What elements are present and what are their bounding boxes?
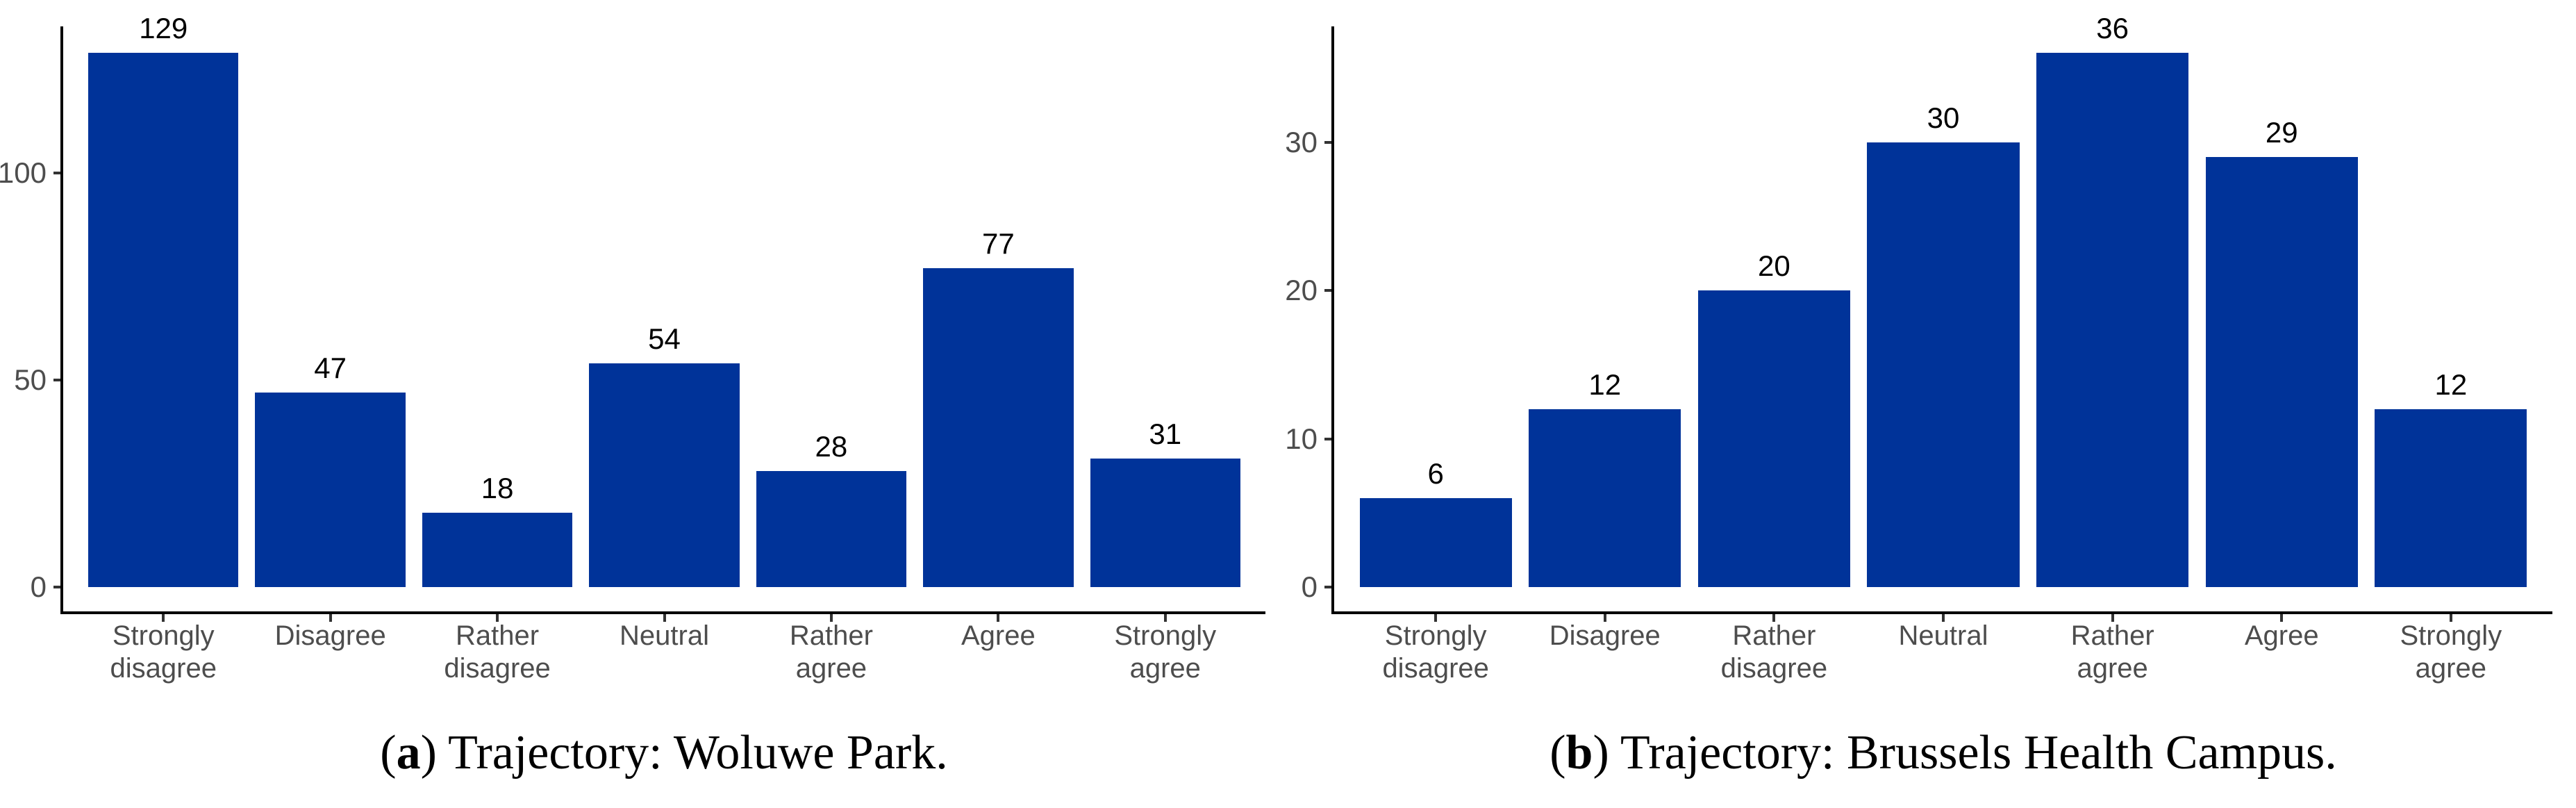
x-tick-label: Rather agree <box>2070 620 2154 684</box>
bar-brussels-health-campus-5 <box>2036 53 2189 587</box>
x-tick-mark <box>329 614 332 622</box>
x-tick-mark <box>1942 614 1945 622</box>
y-tick-label: 0 <box>1301 570 1318 603</box>
caption-a-close-paren: ) <box>420 726 437 780</box>
x-tick-label: Rather disagree <box>444 620 551 684</box>
y-tick-label: 20 <box>1285 274 1318 307</box>
x-tick-label: Neutral <box>1898 620 1988 651</box>
y-tick-label: 30 <box>1285 125 1318 158</box>
x-tick-mark <box>1772 614 1776 622</box>
bar-brussels-health-campus-4 <box>1867 142 2020 587</box>
bar-value-label: 129 <box>139 12 188 45</box>
y-tick-mark <box>1324 437 1331 440</box>
x-tick-label: Neutral <box>620 620 709 651</box>
bar-brussels-health-campus-7 <box>2375 409 2527 587</box>
bar-woluwe-park-7 <box>1090 459 1240 587</box>
x-tick-label: Agree <box>961 620 1036 651</box>
x-axis-line <box>1331 611 2552 614</box>
x-tick-mark <box>1434 614 1438 622</box>
bar-woluwe-park-3 <box>422 512 573 587</box>
x-tick-mark <box>1163 614 1167 622</box>
x-tick-label: Strongly agree <box>2400 620 2502 684</box>
caption-b-text: Trajectory: Brussels Health Campus. <box>1609 726 2337 780</box>
bar-brussels-health-campus-1 <box>1359 497 1512 587</box>
bar-value-label: 77 <box>981 227 1015 261</box>
caption-b-letter: b <box>1565 726 1593 780</box>
x-tick-label: Strongly disagree <box>1382 620 1489 684</box>
caption-a-letter: a <box>396 726 421 780</box>
caption-a: (a) Trajectory: Woluwe Park. <box>178 727 1150 800</box>
caption-a-open-paren: ( <box>380 726 397 780</box>
y-tick-mark <box>53 172 60 175</box>
x-tick-mark <box>1603 614 1606 622</box>
x-tick-mark <box>162 614 165 622</box>
bar-value-label: 20 <box>1758 249 1790 283</box>
bar-value-label: 12 <box>2434 368 2468 401</box>
y-tick-mark <box>53 379 60 382</box>
bar-value-label: 31 <box>1149 418 1182 451</box>
x-tick-mark <box>2111 614 2114 622</box>
bar-value-label: 29 <box>2265 115 2298 149</box>
x-tick-mark <box>997 614 1000 622</box>
x-tick-label: Rather disagree <box>1720 620 1828 684</box>
bar-value-label: 30 <box>1927 101 1960 134</box>
x-tick-mark <box>2280 614 2284 622</box>
bar-value-label: 47 <box>314 351 347 384</box>
bar-value-label: 36 <box>2096 12 2129 45</box>
bar-woluwe-park-1 <box>88 53 239 587</box>
bar-value-label: 6 <box>1427 456 1444 490</box>
x-tick-label: Agree <box>2244 620 2319 651</box>
bar-value-label: 12 <box>1588 368 1622 401</box>
bar-value-label: 18 <box>481 471 514 504</box>
bar-woluwe-park-6 <box>923 268 1074 587</box>
caption-b: (b) Trajectory: Brussels Health Campus. <box>1457 727 2429 800</box>
bar-woluwe-park-4 <box>589 363 740 587</box>
y-tick-mark <box>1324 586 1331 588</box>
y-axis-line <box>1331 26 1334 614</box>
x-tick-mark <box>2449 614 2452 622</box>
y-tick-label: 0 <box>30 570 47 603</box>
y-tick-label: 10 <box>1285 422 1318 455</box>
caption-b-open-paren: ( <box>1549 726 1566 780</box>
bar-brussels-health-campus-2 <box>1529 409 1681 587</box>
x-tick-mark <box>663 614 666 622</box>
bar-woluwe-park-2 <box>255 392 406 587</box>
x-tick-mark <box>496 614 499 622</box>
y-axis-line <box>60 26 63 614</box>
caption-a-text: Trajectory: Woluwe Park. <box>436 726 948 780</box>
y-tick-label: 50 <box>14 363 47 397</box>
bar-brussels-health-campus-6 <box>2205 156 2358 587</box>
bar-woluwe-park-5 <box>756 471 907 587</box>
x-tick-label: Rather agree <box>789 620 873 684</box>
bar-value-label: 54 <box>648 322 681 356</box>
y-tick-mark <box>1324 289 1331 292</box>
y-tick-label: 100 <box>0 156 47 190</box>
y-tick-mark <box>1324 140 1331 144</box>
bar-value-label: 28 <box>815 430 848 463</box>
x-tick-label: Disagree <box>274 620 386 651</box>
x-tick-mark <box>829 614 833 622</box>
bar-brussels-health-campus-3 <box>1697 290 1850 587</box>
x-tick-label: Strongly disagree <box>110 620 217 684</box>
x-axis-line <box>60 611 1265 614</box>
x-tick-label: Strongly agree <box>1114 620 1217 684</box>
x-tick-label: Disagree <box>1549 620 1661 651</box>
y-tick-mark <box>53 586 60 588</box>
caption-b-close-paren: ) <box>1593 726 1609 780</box>
